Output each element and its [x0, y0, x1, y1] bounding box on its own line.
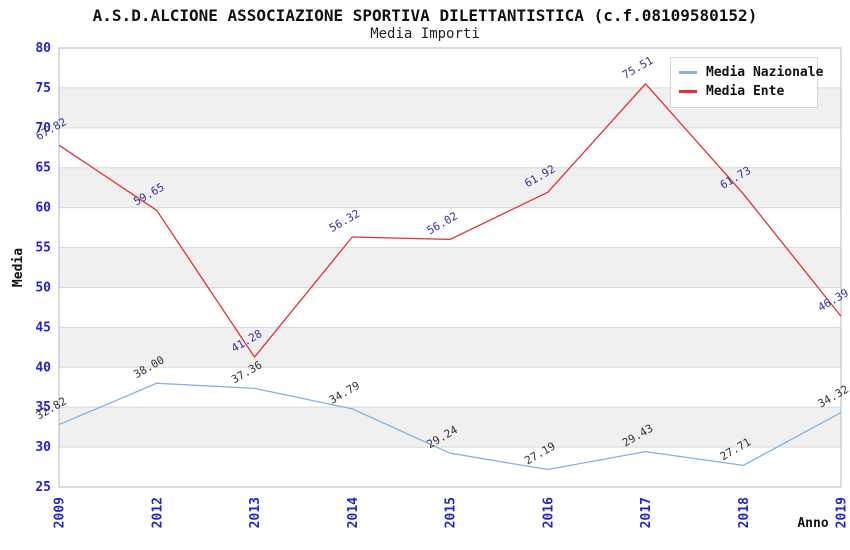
- legend-swatch-red: [679, 90, 697, 93]
- chart-title: A.S.D.ALCIONE ASSOCIAZIONE SPORTIVA DILE…: [92, 6, 758, 25]
- x-tick-label: 2013: [248, 497, 263, 528]
- chart-subtitle: Media Importi: [370, 26, 480, 42]
- legend-swatch-blue: [679, 71, 697, 74]
- plot-border: [58, 47, 842, 488]
- legend-item-media-ente: Media Ente: [679, 82, 809, 101]
- y-tick-label: 65: [35, 161, 51, 176]
- y-tick-label: 55: [35, 241, 51, 256]
- plot-band: [59, 287, 841, 328]
- x-tick-label: 2019: [835, 497, 850, 528]
- plot-band: [59, 207, 841, 248]
- y-tick-label: 45: [35, 320, 51, 335]
- x-tick-label: 2015: [444, 497, 459, 528]
- y-tick-label: 50: [35, 280, 51, 295]
- y-tick-label: 60: [35, 201, 51, 216]
- plot-band: [59, 247, 841, 288]
- plot-band: [59, 167, 841, 208]
- x-tick-label: 2009: [53, 497, 68, 528]
- legend-label: Media Ente: [706, 84, 785, 99]
- y-tick-label: 25: [35, 480, 51, 495]
- y-axis-title: Media: [11, 248, 26, 287]
- y-tick-label: 30: [35, 440, 51, 455]
- legend-item-media-nazionale: Media Nazionale: [679, 63, 823, 82]
- x-tick-label: 2016: [541, 497, 556, 528]
- y-tick-label: 75: [35, 81, 51, 96]
- legend-label: Media Nazionale: [706, 65, 824, 80]
- x-tick-label: 2018: [737, 497, 752, 528]
- x-tick-label: 2012: [150, 497, 165, 528]
- y-tick-label: 35: [35, 400, 51, 415]
- x-axis-title: Anno: [797, 516, 828, 531]
- series-line-media-ente: [58, 83, 842, 358]
- plot-band: [59, 327, 841, 368]
- plot-band: [59, 407, 841, 448]
- x-tick-label: 2017: [639, 497, 654, 528]
- plot-band: [59, 127, 841, 168]
- series-line-media-nazionale: [58, 382, 842, 471]
- y-tick-label: 40: [35, 360, 51, 375]
- x-tick-label: 2014: [346, 497, 361, 528]
- legend: Media Nazionale Media Ente: [670, 57, 823, 108]
- plot-band: [59, 367, 841, 408]
- y-tick-label: 80: [35, 41, 51, 56]
- y-tick-label: 70: [35, 121, 51, 136]
